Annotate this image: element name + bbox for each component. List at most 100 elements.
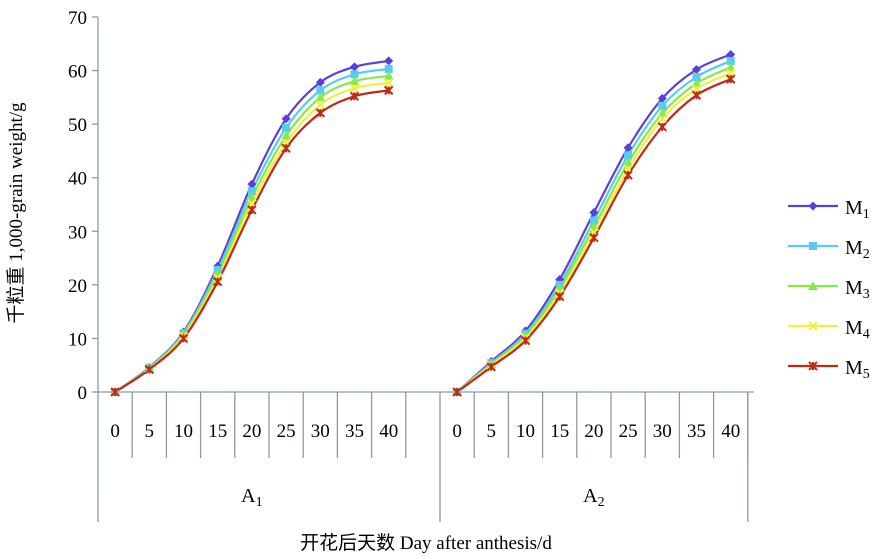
x-tick-label: 30 [311,421,330,442]
x-tick-label: 35 [687,421,706,442]
data-point [246,192,257,202]
data-point [725,62,736,72]
data-point [316,86,325,95]
legend-label: M1 [845,197,870,222]
y-tick-label: 0 [78,383,88,404]
data-point [452,387,462,397]
data-point [808,281,818,290]
y-tick-label: 50 [68,115,87,136]
x-tick-label: 30 [653,421,672,442]
data-point [178,333,189,344]
data-point [315,92,326,102]
data-point [589,233,599,243]
data-point [657,114,668,124]
data-point [281,130,292,140]
chart-axes [92,16,754,522]
data-point [658,101,667,110]
x-tick-label: 0 [110,421,120,442]
data-point [384,64,393,73]
data-point [692,73,701,81]
x-tick-label: 5 [487,421,497,442]
data-point [624,151,633,160]
data-point [350,62,359,72]
legend-label: M5 [845,357,870,382]
data-point [726,56,735,65]
legend-label: M2 [845,237,870,262]
data-point [726,50,736,59]
data-point [808,201,818,211]
series-markers [110,50,736,397]
x-tick-label: 40 [379,421,398,442]
data-point [349,76,360,86]
x-tick-label: 20 [242,421,261,442]
series-line [114,59,389,393]
x-tick-label: 25 [619,421,638,442]
series-lines [114,53,732,393]
group-label: A2 [583,485,604,510]
data-point [383,78,394,88]
data-point [691,90,702,100]
data-point [383,70,394,80]
y-tick-label: 30 [68,222,87,243]
x-tick-labels: 0 5 10 15 20 25 30 35 40 0 5 10 15 20 25 30 35 40 [110,421,740,442]
y-tick-label: 10 [68,329,87,350]
data-point [110,387,120,397]
data-point [589,208,599,218]
data-point [725,74,736,84]
data-point [144,364,155,375]
x-tick-label: 15 [550,421,569,442]
data-point [247,205,257,215]
data-point [247,179,257,189]
data-point [315,108,326,118]
x-tick-label: 25 [277,421,296,442]
data-point [589,216,598,225]
y-tick-labels: 0 10 20 30 40 50 60 70 [68,8,87,404]
data-point [282,123,291,132]
x-axis-label: 开花后天数 Day after anthesis/d [300,532,552,554]
data-point [281,143,291,153]
legend-label: M4 [845,317,870,342]
data-point [315,100,326,110]
data-point [384,56,394,66]
x-tick-label: 35 [345,421,364,442]
data-point [657,93,667,103]
data-point [809,242,817,250]
data-point [349,91,360,101]
y-tick-label: 40 [68,169,87,190]
series-line [114,67,389,393]
y-tick-label: 60 [68,62,87,83]
x-tick-label: 20 [584,421,603,442]
data-point [657,122,668,132]
data-point [350,70,359,79]
legend-label: M3 [845,277,870,302]
data-point [520,335,531,346]
data-point [486,362,497,372]
group-label: A1 [241,485,262,510]
data-point [692,65,701,74]
series-line [114,81,389,393]
data-point [623,157,634,167]
y-axis-label: 千粒重 1,000-grain weight/g [5,102,27,324]
data-point [623,170,633,180]
group-labels: A1 A2 [241,485,604,510]
data-point [623,143,633,153]
x-tick-label: 5 [145,421,155,442]
data-point [554,291,565,302]
data-point [212,276,223,287]
y-tick-label: 70 [68,8,87,29]
x-tick-label: 0 [452,421,462,442]
x-tick-label: 10 [174,421,193,442]
data-point [808,361,818,371]
series-line [114,74,389,393]
x-tick-label: 15 [208,421,227,442]
data-point [383,85,394,96]
data-point [281,114,291,124]
legend: M1 M2 M3 M4 M5 [788,197,870,382]
x-tick-label: 40 [721,421,740,442]
data-point [349,83,360,93]
series-line [114,89,389,393]
data-point [247,187,256,196]
data-point [315,77,325,87]
y-tick-label: 20 [68,276,87,297]
